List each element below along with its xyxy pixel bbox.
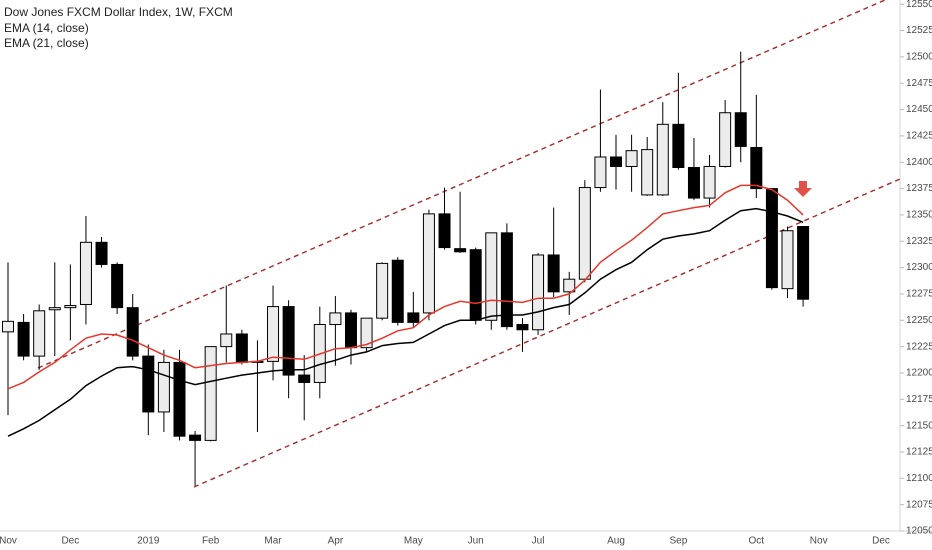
candle-body (672, 123, 685, 169)
candle-body (610, 156, 623, 167)
candle-body (703, 165, 716, 199)
candle-body (189, 434, 202, 441)
candle-body (329, 312, 342, 325)
candles (2, 51, 810, 486)
y-tick-label: 12075 (906, 499, 932, 510)
candle-body (485, 232, 498, 321)
y-tick-label: 12525 (906, 25, 932, 36)
y-tick-label: 12375 (906, 183, 932, 194)
legend-entry: EMA (14, close) (4, 21, 89, 35)
candle-body (157, 361, 170, 413)
x-tick-label: 2019 (137, 536, 160, 547)
channel-upper (37, 0, 886, 369)
x-tick-label: Aug (607, 536, 625, 547)
x-tick-label: Mar (264, 536, 282, 547)
x-tick-label: Dec (61, 536, 79, 547)
candle-body (500, 232, 513, 328)
y-tick-label: 12200 (906, 368, 932, 379)
x-tick-label: Jul (532, 536, 545, 547)
candle-body (438, 213, 451, 249)
y-tick-label: 12350 (906, 210, 932, 221)
candle-body (17, 321, 30, 357)
candle-body (734, 112, 747, 147)
y-tick-label: 12250 (906, 315, 932, 326)
y-tick-label: 12175 (906, 394, 932, 405)
candle-body (235, 333, 248, 363)
y-tick-label: 12225 (906, 341, 932, 352)
candle-body (79, 241, 92, 305)
candle-body (578, 187, 591, 280)
y-tick-label: 12150 (906, 420, 932, 431)
y-tick-label: 12400 (906, 157, 932, 168)
y-tick-label: 12125 (906, 447, 932, 458)
candle-body (516, 324, 529, 331)
candle-body (625, 150, 638, 167)
x-tick-label: Apr (328, 536, 344, 547)
y-tick-label: 12500 (906, 52, 932, 63)
x-tick-label: Jun (468, 536, 484, 547)
candle-body (126, 307, 139, 357)
y-tick-label: 12300 (906, 262, 932, 273)
candle-body (267, 306, 280, 362)
x-tick-label: Nov (810, 536, 828, 547)
candle-body (376, 262, 389, 319)
y-tick-label: 12450 (906, 104, 932, 115)
candle-body (344, 312, 357, 349)
candle-body (95, 241, 108, 265)
ema-line (7, 184, 804, 390)
candle-body (469, 249, 482, 321)
y-tick-label: 12475 (906, 78, 932, 89)
candle-body (111, 263, 124, 309)
candle-body (532, 254, 545, 331)
candle-body (64, 305, 77, 309)
candle-body (33, 310, 46, 357)
x-tick-label: May (404, 536, 423, 547)
candle-body (797, 226, 810, 300)
candle-body (594, 156, 607, 189)
x-tick-label: Oct (749, 536, 765, 547)
x-tick-label: Dec (872, 536, 890, 547)
candle-body (220, 333, 233, 348)
y-tick-label: 12425 (906, 131, 932, 142)
candle-body (48, 307, 61, 311)
candle-body (750, 147, 763, 190)
x-tick-label: Nov (0, 536, 17, 547)
chart-title: Dow Jones FXCM Dollar Index, 1W, FXCM (4, 5, 233, 19)
y-tick-label: 12550 (906, 0, 932, 10)
candle-body (360, 317, 373, 349)
candle-body (422, 213, 435, 314)
down-arrow (794, 181, 812, 197)
x-tick-label: Feb (202, 536, 220, 547)
channel-lower (193, 178, 901, 488)
y-tick-label: 12050 (906, 526, 932, 537)
candle-body (687, 167, 700, 199)
candle-body (641, 149, 654, 196)
candle-body (407, 312, 420, 323)
candle-body (298, 374, 311, 383)
y-tick-label: 12275 (906, 289, 932, 300)
candle-body (173, 361, 186, 437)
y-tick-label: 12325 (906, 236, 932, 247)
candle-body (765, 188, 778, 289)
legend-entry: EMA (21, close) (4, 36, 89, 50)
candle-body (547, 254, 560, 293)
candle-body (282, 306, 295, 376)
candle-body (656, 123, 669, 196)
y-tick-label: 12100 (906, 473, 932, 484)
candle-body (142, 355, 155, 413)
candle-body (719, 112, 732, 167)
ema-line (7, 207, 804, 437)
candle-body (563, 278, 576, 293)
candle-body (781, 230, 794, 290)
x-tick-label: Sep (669, 536, 687, 547)
candle-body (2, 320, 14, 333)
candle-body (454, 248, 467, 253)
candle-body (204, 346, 217, 441)
candle-body (391, 259, 404, 323)
